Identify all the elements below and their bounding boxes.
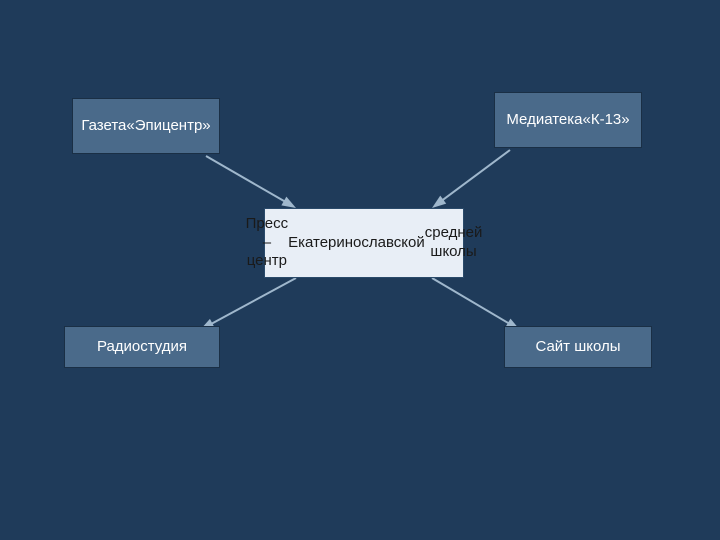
node-mediateka: Медиатека«К-13» [494, 92, 642, 148]
node-label-line: Екатеринославской [288, 234, 425, 253]
node-label-line: «Эпицентр» [126, 117, 210, 136]
node-label-line: Сайт школы [535, 338, 620, 357]
node-label-line: Радиостудия [97, 338, 187, 357]
node-press-center: Пресс – центрЕкатеринославскойсредней шк… [264, 208, 464, 278]
node-label-line: Газета [81, 117, 126, 136]
node-label-line: средней школы [425, 224, 483, 262]
node-label-line: Медиатека [506, 111, 582, 130]
node-school-site: Сайт школы [504, 326, 652, 368]
node-label-line: «К-13» [583, 111, 630, 130]
node-label-line: Пресс – центр [246, 215, 288, 271]
slide: Газета«Эпицентр» Медиатека«К-13» Пресс –… [0, 0, 720, 540]
node-radio-studio: Радиостудия [64, 326, 220, 368]
node-newspaper: Газета«Эпицентр» [72, 98, 220, 154]
